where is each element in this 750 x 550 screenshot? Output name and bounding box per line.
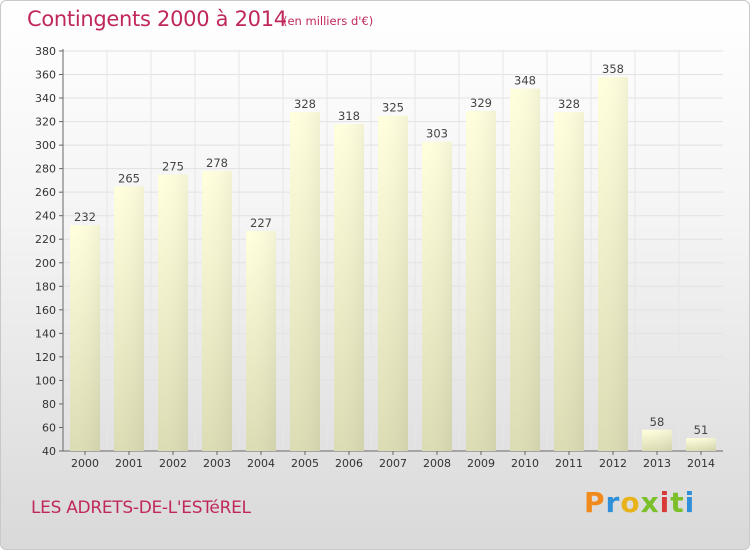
y-tick-label: 160	[35, 304, 56, 317]
logo-letter: i	[659, 486, 671, 519]
data-label: 275	[162, 160, 184, 174]
logo-letter: P	[584, 486, 606, 519]
bar-shade	[598, 76, 628, 451]
data-label: 329	[470, 96, 492, 110]
data-label: 358	[602, 62, 624, 76]
logo-letter: r	[605, 486, 621, 519]
bar-shade	[510, 88, 540, 451]
chart-title: Contingents 2000 à 2014	[27, 7, 287, 31]
data-label: 328	[558, 97, 580, 111]
y-tick-label: 120	[35, 351, 56, 364]
y-tick-label: 180	[35, 280, 56, 293]
x-tick-label: 2008	[423, 457, 451, 470]
data-label: 227	[250, 216, 272, 230]
y-tick-label: 60	[42, 421, 56, 434]
bar-shade	[378, 115, 408, 452]
x-tick-labels: 2000 2001 2002 2003 2004 2005 2006 2007 2008 2009…	[71, 457, 715, 470]
x-tick-label: 2012	[599, 457, 627, 470]
bar-shade	[202, 171, 232, 451]
data-label: 232	[74, 210, 96, 224]
x-tick-label: 2002	[159, 457, 187, 470]
y-tick-label: 340	[35, 92, 56, 105]
x-tick-label: 2003	[203, 457, 231, 470]
bar-shade	[642, 429, 672, 451]
x-tick-label: 2014	[687, 457, 715, 470]
y-tick-label: 200	[35, 257, 56, 270]
data-label: 265	[118, 171, 140, 185]
data-label: 348	[514, 74, 536, 88]
data-labels: 232 265 275 278 227 328 318 325 303 329 348 328 358 5…	[74, 62, 708, 437]
logo-letter: x	[640, 486, 660, 519]
data-label: 278	[206, 156, 228, 170]
x-tick-label: 2000	[71, 457, 99, 470]
data-label: 328	[294, 97, 316, 111]
data-label: 303	[426, 127, 448, 141]
bar-shade	[70, 225, 100, 451]
bar-shade	[334, 123, 364, 452]
y-tick-label: 220	[35, 233, 56, 246]
data-label: 325	[382, 101, 404, 115]
data-label: 51	[694, 423, 709, 437]
y-tick-label: 360	[35, 69, 56, 82]
x-tick-label: 2009	[467, 457, 495, 470]
data-label: 58	[650, 415, 665, 429]
bar-shade	[554, 112, 584, 452]
logo-letter: t	[670, 486, 685, 519]
y-tick-label: 40	[42, 445, 56, 458]
bar-shade	[158, 174, 188, 451]
x-tick-label: 2007	[379, 457, 407, 470]
y-tick-label: 100	[35, 374, 56, 387]
y-tick-label: 240	[35, 210, 56, 223]
bar-shade	[686, 438, 716, 451]
bar-shade	[422, 141, 452, 451]
place-name: LES ADRETS-DE-L'ESTéREL	[31, 498, 251, 518]
y-tick-label: 380	[35, 45, 56, 58]
chart-subtitle: (en milliers d'€)	[283, 14, 374, 28]
x-tick-label: 2006	[335, 457, 363, 470]
y-tick-label: 300	[35, 139, 56, 152]
y-tick-label: 80	[42, 398, 56, 411]
x-tick-label: 2005	[291, 457, 319, 470]
logo-letter: i	[684, 486, 696, 519]
x-tick-label: 2004	[247, 457, 275, 470]
y-tick-label: 280	[35, 163, 56, 176]
x-tick-label: 2001	[115, 457, 143, 470]
data-label: 318	[338, 109, 360, 123]
logo-letter: o	[620, 486, 641, 519]
x-tick-label: 2010	[511, 457, 539, 470]
bar-shade	[466, 111, 496, 451]
y-tick-label: 320	[35, 116, 56, 129]
y-tick-labels: 40 60 80 100 120 140 160 180 200 220 240 260 280 300 3…	[35, 45, 56, 458]
bars	[70, 76, 716, 452]
bar-shade	[290, 112, 320, 452]
bar-shade	[114, 186, 144, 451]
y-tick-label: 140	[35, 327, 56, 340]
proxiti-logo[interactable]: Proxiti	[584, 486, 695, 519]
bar-shade	[246, 231, 276, 451]
y-tick-label: 260	[35, 186, 56, 199]
x-tick-label: 2013	[643, 457, 671, 470]
x-tick-label: 2011	[555, 457, 583, 470]
